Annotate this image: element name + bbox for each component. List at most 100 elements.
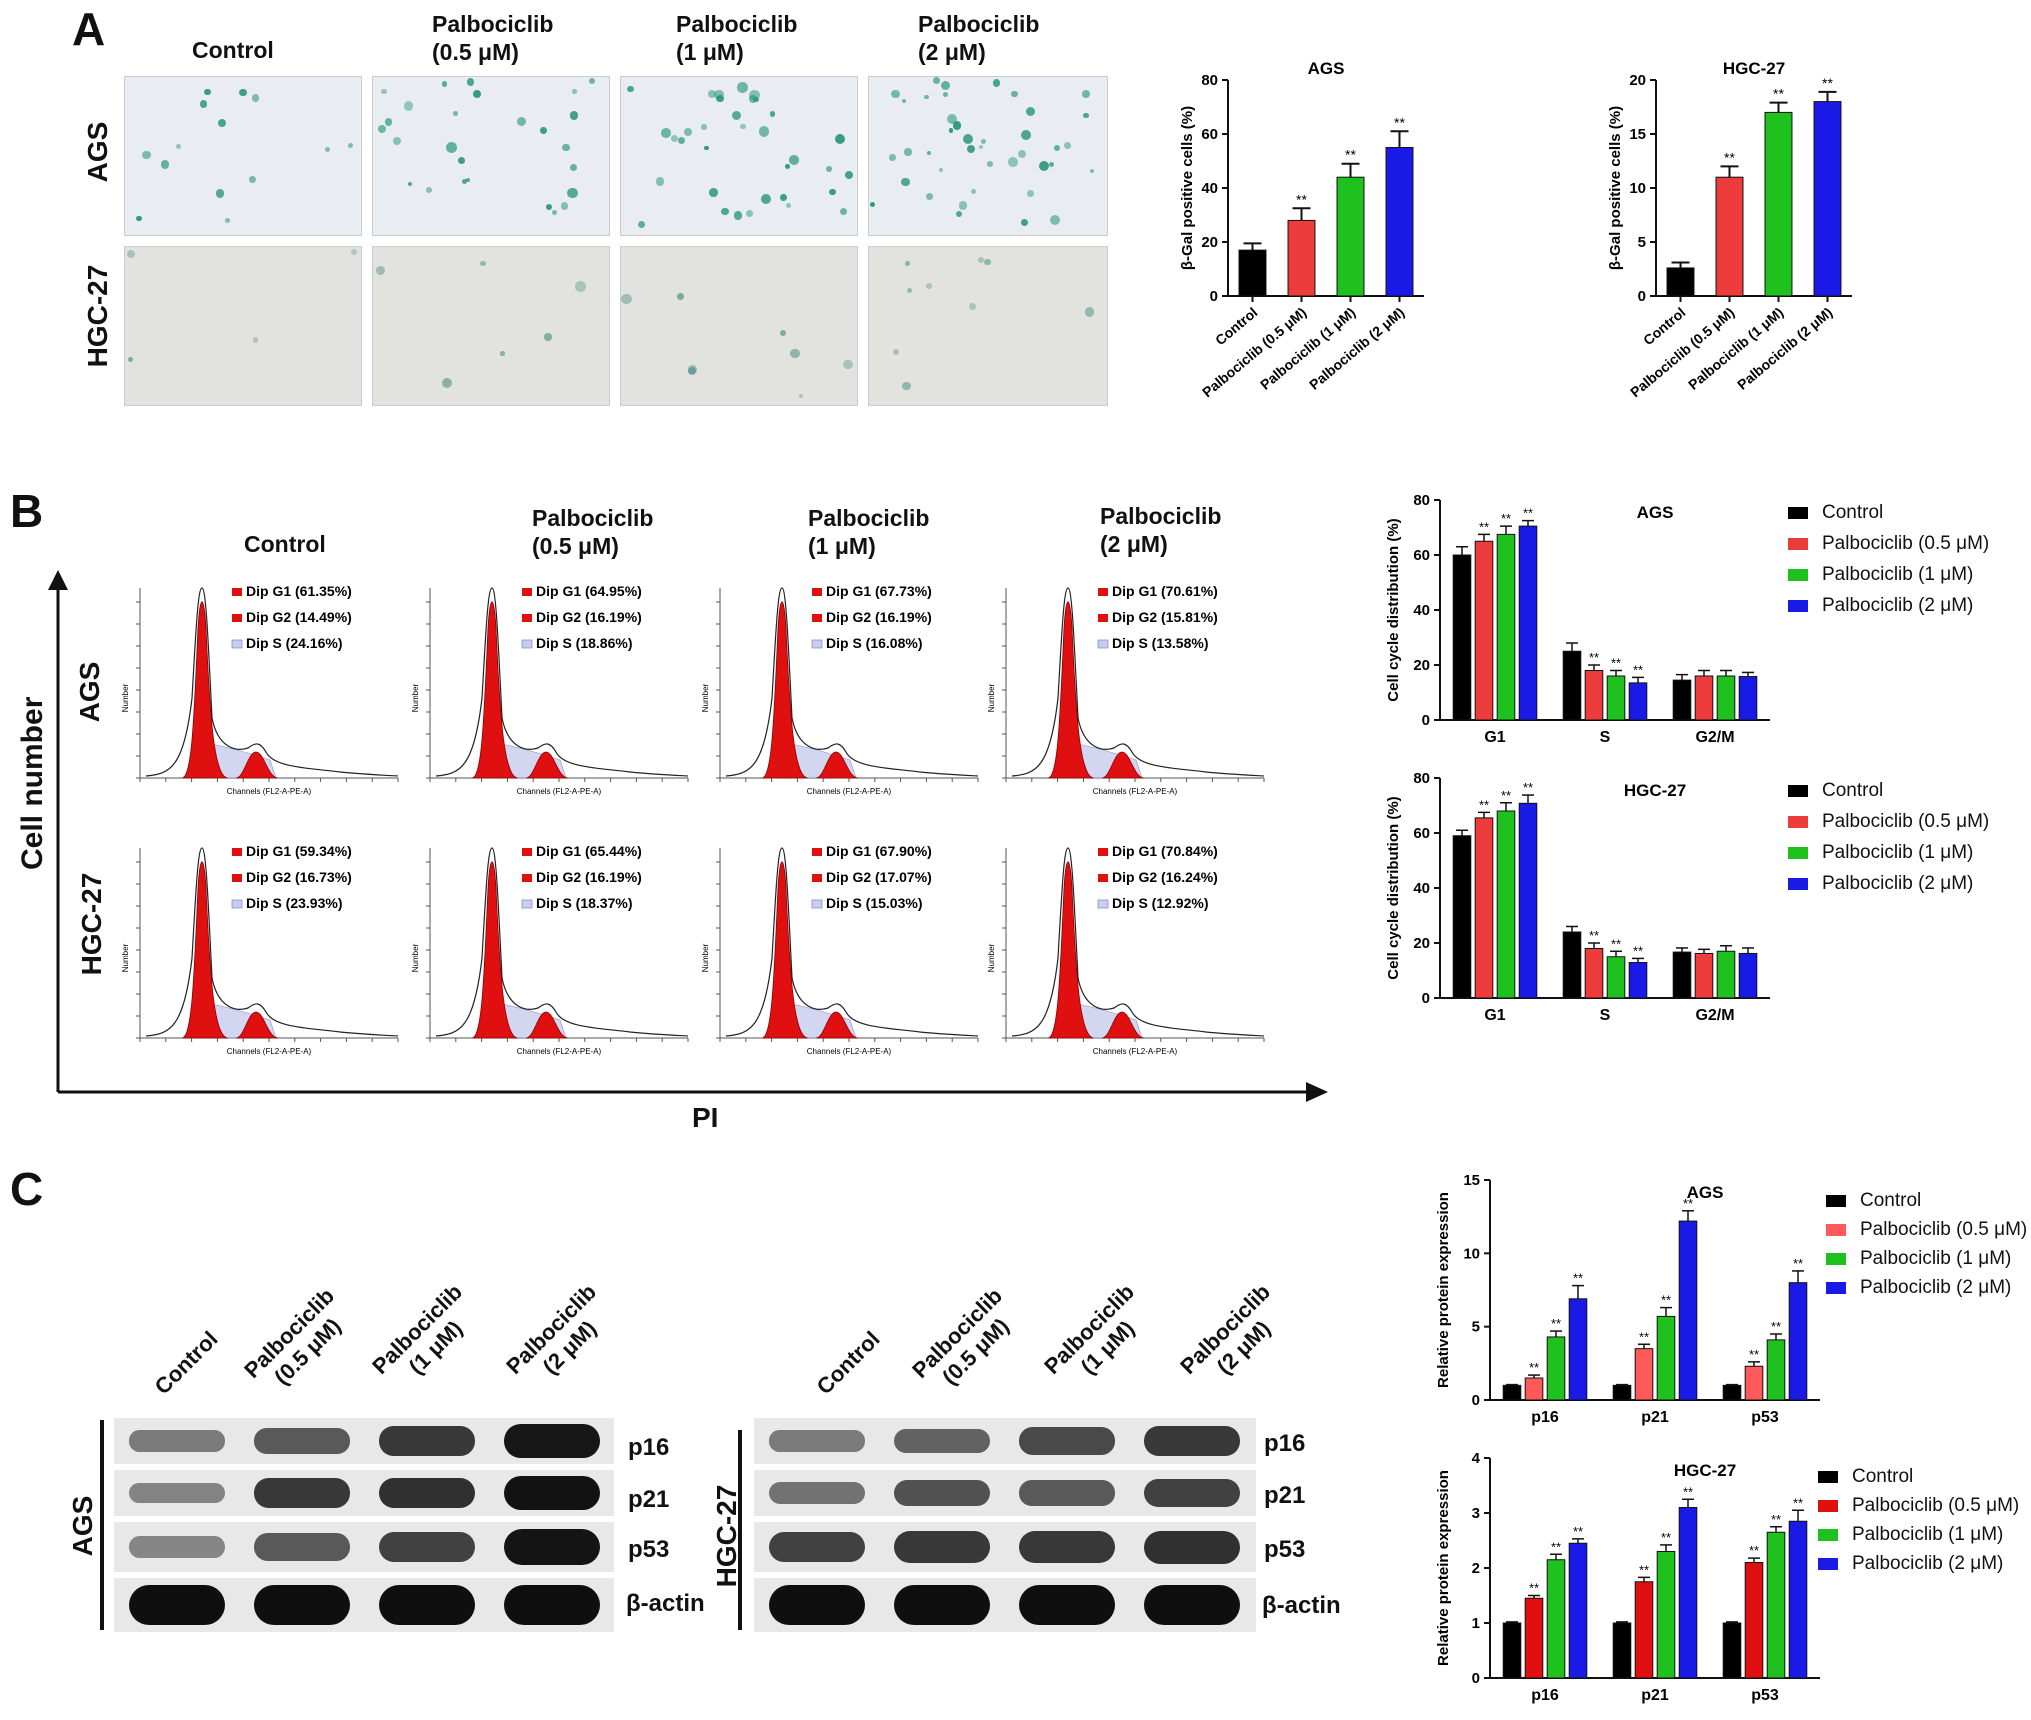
blot-band xyxy=(893,1584,990,1626)
stained-cell xyxy=(789,348,800,359)
g1-peak xyxy=(181,601,229,779)
stained-cell xyxy=(627,85,634,93)
bar xyxy=(1694,675,1714,721)
g1-label: Dip G1 (65.44%) xyxy=(536,843,642,859)
stained-cell xyxy=(925,282,933,290)
blot-strip xyxy=(114,1522,614,1572)
stained-cell xyxy=(1048,161,1055,167)
flow-histogram: Channels (FL2-A-PE-A) Number Dip G1 (61.35… xyxy=(121,583,399,796)
stained-cell xyxy=(758,126,770,138)
blot-ags-marker-actin: β-actin xyxy=(626,1590,705,1617)
y-tick-label: 60 xyxy=(1201,126,1218,143)
stained-cell xyxy=(993,79,1001,87)
y-tick-label: 0 xyxy=(1638,288,1646,305)
g1-label: Dip G1 (67.90%) xyxy=(826,843,932,859)
stained-cell xyxy=(952,121,962,130)
stained-cell xyxy=(1038,161,1049,172)
s-swatch xyxy=(521,899,533,909)
g2-peak xyxy=(525,751,569,779)
stained-cell xyxy=(572,89,577,94)
stained-cell xyxy=(978,256,984,263)
stained-cell xyxy=(621,293,633,305)
flow-histogram: Channels (FL2-A-PE-A) Number Dip G1 (65.44… xyxy=(411,843,689,1056)
stained-cell xyxy=(472,90,481,99)
bar xyxy=(1562,931,1582,999)
stained-cell xyxy=(1007,156,1018,167)
stained-cell xyxy=(901,98,907,104)
y-tick-label: 80 xyxy=(1413,492,1430,509)
g1-label: Dip G1 (64.95%) xyxy=(536,583,642,599)
legend-item: Palbociclib (0.5 μM) xyxy=(1826,1219,2027,1241)
significance-label: ** xyxy=(1771,1319,1781,1334)
histo-x-label: Channels (FL2-A-PE-A) xyxy=(807,787,892,796)
significance-label: ** xyxy=(1724,149,1735,165)
x-tick-label: p53 xyxy=(1751,1409,1779,1426)
histo-fit-curve xyxy=(435,587,689,777)
g2-label: Dip G2 (16.19%) xyxy=(536,869,642,885)
bar xyxy=(1715,176,1744,297)
y-tick-label: 0 xyxy=(1422,990,1430,1007)
s-swatch xyxy=(521,639,533,649)
x-tick-label: p53 xyxy=(1751,1687,1779,1704)
significance-label: ** xyxy=(1771,1512,1781,1527)
histo-x-label: Channels (FL2-A-PE-A) xyxy=(227,787,312,796)
stained-cell xyxy=(946,113,958,124)
bar xyxy=(1546,1336,1566,1401)
g2-peak xyxy=(815,751,859,779)
stained-cell xyxy=(962,133,973,144)
g1-peak xyxy=(1047,861,1095,1039)
significance-label: ** xyxy=(1479,797,1489,812)
stained-cell xyxy=(948,128,953,133)
significance-label: ** xyxy=(1633,662,1643,677)
stained-cell xyxy=(175,143,181,149)
legend-item: Palbociclib (1 μM) xyxy=(1818,1524,2003,1546)
stained-cell xyxy=(684,128,692,136)
significance-label: ** xyxy=(1793,1495,1803,1510)
g2-swatch xyxy=(522,874,532,882)
bar xyxy=(1656,1315,1676,1401)
stained-cell xyxy=(453,111,458,116)
bar xyxy=(1634,1581,1654,1679)
stained-cell xyxy=(252,337,259,343)
histo-y-label: Number xyxy=(121,683,130,712)
g2-swatch xyxy=(232,874,242,882)
significance-label: ** xyxy=(1529,1581,1539,1596)
micrograph-hgc27-p1 xyxy=(620,246,858,406)
y-tick-label: 80 xyxy=(1201,72,1218,89)
bar xyxy=(1452,554,1472,721)
stained-cell xyxy=(826,165,833,172)
histo-fit-curve xyxy=(1011,587,1265,777)
chart-c-hgc27: HGC-27 0 1 2 3 4 Relative protein expression **… xyxy=(1435,1450,1820,1704)
stained-cell xyxy=(941,81,951,91)
y-tick-label: 15 xyxy=(1629,126,1646,143)
chart-title: AGS xyxy=(1637,503,1674,522)
stained-cell xyxy=(403,101,414,111)
significance-label: ** xyxy=(1633,943,1643,958)
s-label: Dip S (18.86%) xyxy=(536,635,632,651)
panel-a-header-p2: Palbociclib (2 μM) xyxy=(918,11,1040,65)
significance-label: ** xyxy=(1573,1524,1583,1539)
stained-cell xyxy=(746,210,754,218)
significance-label: ** xyxy=(1551,1316,1561,1331)
histo-y-label: Number xyxy=(411,683,420,712)
stained-cell xyxy=(889,153,897,161)
chart-b-ags: AGS 0 20 40 60 80 Cell cycle distribution (%) *… xyxy=(1385,492,1770,746)
blot-band xyxy=(893,1531,990,1563)
stained-cell xyxy=(707,89,717,99)
blot-strip xyxy=(754,1578,1256,1632)
stained-cell xyxy=(749,95,758,104)
stained-cell xyxy=(905,261,910,266)
significance-label: ** xyxy=(1639,1562,1649,1577)
stained-cell xyxy=(136,215,142,222)
y-tick-label: 60 xyxy=(1413,825,1430,842)
flow-histogram: Channels (FL2-A-PE-A) Number Dip G1 (70.61… xyxy=(987,583,1265,796)
bar xyxy=(1612,1622,1632,1679)
stained-cell xyxy=(384,118,393,126)
bar xyxy=(1738,952,1758,999)
stained-cell xyxy=(215,189,224,198)
panel-a-header-p1: Palbociclib (1 μM) xyxy=(676,11,798,65)
blot-hgc27-marker-p53: p53 xyxy=(1264,1536,1306,1563)
blot-band xyxy=(893,1428,990,1454)
stained-cell xyxy=(968,302,976,311)
x-tick-label: G1 xyxy=(1484,1007,1505,1024)
